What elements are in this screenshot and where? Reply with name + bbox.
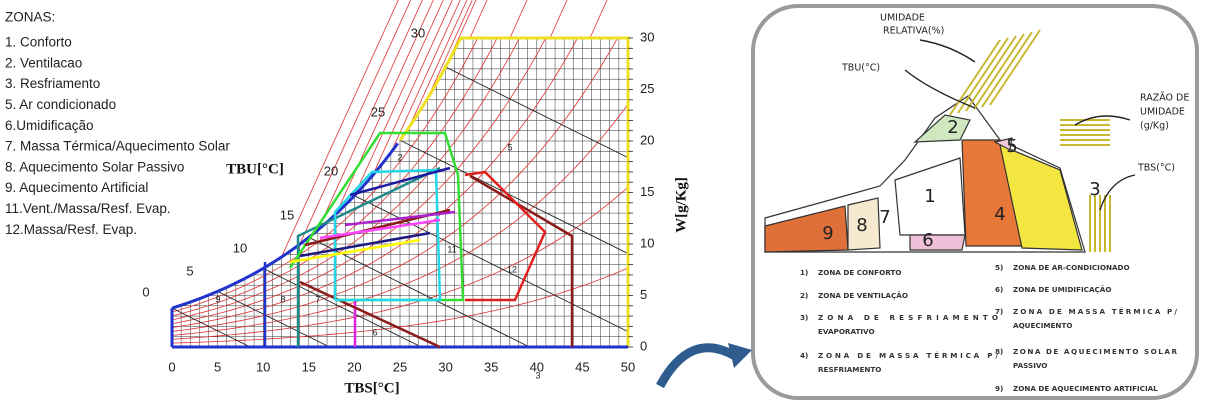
tbu-line	[470, 0, 487, 38]
tbu-line	[427, 0, 472, 99]
wet-bulb-line	[400, 140, 628, 253]
legend-text: ZONA DE AR-CONDICIONADO	[1013, 263, 1130, 272]
legend-text: ZONA DE AQUECIMENTO SOLAR	[1013, 347, 1177, 356]
y-tick-label: 0	[640, 338, 647, 353]
x-tick-label: 0	[168, 359, 175, 374]
sketch-label: UMIDADE	[880, 13, 925, 24]
y-tick-label: 15	[640, 184, 654, 199]
legend-item: 8. Aquecimento Solar Passivo	[5, 159, 184, 174]
x-tick-label: 15	[302, 359, 316, 374]
legend-number: 3)	[800, 313, 808, 322]
zone-boundary	[470, 176, 572, 347]
legend-text: AQUECIMENTO	[1013, 321, 1072, 330]
tbu-tick-label: 25	[371, 104, 385, 119]
legend-text: EVAPORATIVO	[818, 327, 875, 336]
zone-label: 7	[315, 294, 320, 304]
sketch-zone-number: 9	[822, 223, 833, 244]
y-tick-label: 10	[640, 235, 654, 250]
tbu-line	[550, 0, 567, 38]
sketch-label: (g/Kg)	[1140, 121, 1169, 132]
sketch-label: UMIDADE	[1140, 107, 1185, 118]
y-tick-label: 5	[640, 287, 647, 302]
legend-item: 6.Umidificação	[5, 118, 94, 133]
sketch-zone	[910, 235, 965, 250]
zone-label: 6	[372, 327, 377, 337]
zone-label: 12	[507, 264, 517, 274]
zone-label: 9	[215, 294, 220, 304]
sketch-label: RAZÃO DE	[1140, 93, 1189, 104]
tbu-tick-label: 5	[186, 263, 193, 278]
sketch-label: RELATIVA(%)	[883, 26, 944, 37]
x-tick-label: 5	[214, 359, 221, 374]
tbu-line	[590, 0, 607, 38]
legend-number: 7)	[995, 307, 1003, 316]
x-axis-label: TBS[°C]	[344, 380, 399, 396]
y-tick-label: 20	[640, 132, 654, 147]
sketch-zone-number: 5	[1006, 136, 1017, 157]
zone-label: 11	[447, 244, 456, 254]
x-tick-label: 20	[347, 359, 361, 374]
sketch-label: TBS(°C)	[1137, 163, 1175, 174]
x-tick-label: 30	[438, 359, 452, 374]
y-axis-label: W[g/Kg]	[673, 177, 689, 233]
sketch-zone-number: 6	[922, 230, 933, 251]
legend-item: 5. Ar condicionado	[5, 97, 116, 112]
legend-number: 5)	[995, 263, 1003, 272]
zone-label: 5	[507, 142, 512, 152]
legend-title: ZONAS:	[5, 10, 55, 25]
tbu-tick-label: 0	[142, 284, 149, 299]
arrow-head	[728, 343, 752, 368]
sketch-zone-number: 1	[924, 186, 935, 207]
sketch-zone-number: 4	[994, 204, 1005, 225]
legend-item: 7. Massa Térmica/Aquecimento Solar	[5, 139, 230, 154]
page: ZONAS: TBS[°C] TBU[°C] W[g/Kg] 1. Confor…	[0, 0, 1205, 405]
zone-label: 3	[535, 370, 540, 380]
legend-item: 1. Conforto	[5, 35, 72, 50]
sketch-zone-number: 8	[856, 215, 867, 236]
legend-item: 3. Resfriamento	[5, 76, 100, 91]
legend-text: RESFRIAMENTO	[818, 365, 881, 374]
tbu-tick-label: 10	[233, 240, 247, 255]
legend-number: 2)	[800, 291, 808, 300]
tbu-tick-label: 30	[411, 25, 425, 40]
legend-number: 6)	[995, 285, 1003, 294]
tbu-label: TBU[°C]	[226, 161, 284, 177]
legend-number: 9)	[995, 384, 1003, 393]
legend-number: 1)	[800, 268, 808, 277]
sketch-zone-number: 2	[947, 117, 958, 138]
tbu-tick-label: 15	[280, 207, 294, 222]
zone-label: 8	[280, 294, 285, 304]
x-tick-label: 10	[256, 359, 270, 374]
legend-text: ZONA DE UMIDIFICAÇÃO	[1013, 285, 1111, 294]
zone-label: 2	[397, 152, 402, 162]
x-tick-label: 25	[393, 359, 407, 374]
legend-number: 8)	[995, 347, 1003, 356]
legend-text: ZONA DE AQUECIMENTO ARTIFICIAL	[1013, 384, 1158, 393]
sketch-label: TBU(°C)	[841, 63, 880, 74]
tbu-line	[281, 0, 398, 257]
tbu-line	[391, 0, 460, 153]
arrow	[660, 348, 735, 386]
legend-text: ZONA DE VENTILAÇÃO	[818, 291, 908, 300]
sketch-zone-number: 3	[1089, 179, 1100, 200]
legend-item: 9. Aquecimento Artificial	[5, 180, 148, 195]
legend-item: 2. Ventilacao	[5, 55, 82, 70]
tbu-tick-label: 20	[324, 163, 338, 178]
sketch-zone-number: 7	[879, 207, 890, 228]
legend-text: PASSIVO	[1013, 361, 1047, 370]
y-tick-label: 30	[640, 29, 654, 44]
tbu-line	[354, 0, 443, 196]
legend-text: ZONA DE CONFORTO	[818, 268, 901, 277]
legend-item: 12.Massa/Resf. Evap.	[5, 222, 137, 237]
legend-number: 4)	[800, 351, 808, 360]
x-tick-label: 50	[621, 359, 635, 374]
zone-boundary	[300, 233, 430, 256]
x-tick-label: 35	[484, 359, 498, 374]
x-tick-label: 45	[575, 359, 589, 374]
tbu-line	[510, 0, 527, 38]
y-tick-label: 25	[640, 81, 654, 96]
legend-item: 11.Vent./Massa/Resf. Evap.	[5, 201, 171, 216]
